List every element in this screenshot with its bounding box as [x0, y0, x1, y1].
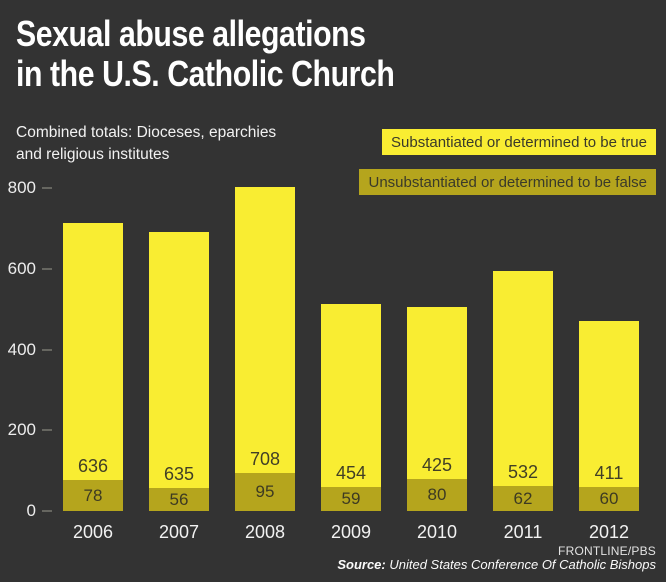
- x-axis-label-2012: 2012: [588, 522, 630, 542]
- legend-substantiated: Substantiated or determined to be true: [382, 129, 656, 155]
- value-substantiated: 532: [507, 462, 539, 482]
- bar-2006: 636 78 2006: [63, 188, 123, 542]
- bar-2012: 411 60 2012: [579, 188, 639, 542]
- segment-unsubstantiated: 60: [579, 487, 639, 511]
- subtitle-line-2: and religious institutes: [16, 146, 170, 163]
- bar-stack: 636 78: [63, 223, 123, 511]
- segment-unsubstantiated: 59: [321, 487, 381, 511]
- y-tick-mark: [42, 187, 52, 189]
- segment-substantiated: 532: [493, 271, 553, 486]
- value-substantiated: 411: [594, 463, 624, 483]
- bar-stack: 411 60: [579, 321, 639, 511]
- source-line: Source: United States Conference Of Cath…: [337, 557, 656, 572]
- segment-substantiated: 636: [63, 223, 123, 480]
- x-axis-label-2011: 2011: [503, 522, 543, 542]
- legend-unsubstantiated-label: Unsubstantiated or determined to be fals…: [368, 173, 647, 191]
- segment-unsubstantiated: 78: [63, 480, 123, 511]
- subtitle-line-1: Combined totals: Dioceses, eparchies: [16, 124, 277, 141]
- bars-container: 636 78 2006 635 56 2007 708 95 2008 454 59 2009 425 8…: [63, 187, 639, 542]
- x-axis-label-2007: 2007: [158, 522, 200, 542]
- segment-substantiated: 425: [407, 307, 467, 479]
- source-label: Source:: [337, 557, 386, 572]
- value-unsubstantiated: 56: [169, 489, 189, 509]
- bar-2007: 635 56 2007: [149, 188, 209, 542]
- value-substantiated: 636: [77, 456, 109, 476]
- value-substantiated: 454: [335, 463, 367, 483]
- segment-substantiated: 635: [149, 232, 209, 488]
- bar-stack: 425 80: [407, 307, 467, 511]
- legend-unsubstantiated: Unsubstantiated or determined to be fals…: [359, 169, 656, 195]
- y-axis: 0 200 400 600 800: [0, 178, 56, 520]
- y-tick-label: 600: [7, 258, 36, 278]
- y-tick-label: 0: [26, 501, 36, 520]
- y-tick-mark: [42, 348, 52, 351]
- page-title: Sexual abuse allegations in the U.S. Cat…: [16, 14, 467, 94]
- segment-substantiated: 411: [579, 321, 639, 487]
- y-tick-mark: [42, 267, 52, 270]
- y-tick-label: 200: [7, 420, 36, 440]
- y-tick-400: 400: [0, 340, 52, 360]
- chart-subtitle: Combined totals: Dioceses, eparchies and…: [16, 122, 276, 166]
- y-tick-600: 600: [0, 259, 52, 279]
- x-axis-label-2010: 2010: [416, 522, 458, 542]
- segment-unsubstantiated: 80: [407, 479, 467, 511]
- legend-substantiated-label: Substantiated or determined to be true: [391, 133, 647, 151]
- value-substantiated: 635: [163, 464, 195, 484]
- bar-stack: 708 95: [235, 187, 295, 511]
- bar-stack: 532 62: [493, 271, 553, 511]
- x-axis-label-2009: 2009: [330, 522, 372, 542]
- segment-substantiated: 454: [321, 304, 381, 487]
- x-axis-label-2006: 2006: [72, 522, 114, 542]
- segment-substantiated: 708: [235, 187, 295, 473]
- value-substantiated: 708: [249, 449, 281, 469]
- y-tick-200: 200: [0, 420, 52, 440]
- title-line-2: in the U.S. Catholic Church: [16, 53, 395, 94]
- source-text: United States Conference Of Catholic Bis…: [385, 557, 656, 572]
- segment-unsubstantiated: 56: [149, 488, 209, 511]
- value-unsubstantiated: 80: [427, 485, 447, 504]
- y-tick-0: 0: [0, 501, 52, 521]
- bar-stack: 635 56: [149, 232, 209, 511]
- value-substantiated: 425: [421, 455, 453, 475]
- bar-stack: 454 59: [321, 304, 381, 511]
- plot-area: 0 200 400 600 800 636 78 2006 635 56 2007 708 95 200…: [0, 178, 666, 542]
- value-unsubstantiated: 78: [83, 485, 103, 505]
- y-tick-mark: [42, 429, 52, 432]
- bar-2009: 454 59 2009: [321, 188, 381, 542]
- credit-text: FRONTLINE/PBS: [558, 544, 656, 558]
- bar-2008: 708 95 2008: [235, 187, 295, 542]
- segment-unsubstantiated: 95: [235, 473, 295, 511]
- bar-2010: 425 80 2010: [407, 188, 467, 542]
- value-unsubstantiated: 95: [255, 482, 275, 501]
- value-unsubstantiated: 62: [513, 488, 533, 508]
- value-unsubstantiated: 60: [599, 489, 619, 508]
- y-tick-label: 800: [7, 178, 36, 197]
- segment-unsubstantiated: 62: [493, 486, 553, 511]
- x-axis-label-2008: 2008: [244, 522, 286, 542]
- title-line-1: Sexual abuse allegations: [16, 13, 366, 54]
- y-tick-label: 400: [7, 339, 36, 359]
- y-tick-800: 800: [0, 178, 52, 198]
- bar-2011: 532 62 2011: [493, 188, 553, 542]
- y-tick-mark: [42, 510, 52, 512]
- value-unsubstantiated: 59: [341, 489, 361, 508]
